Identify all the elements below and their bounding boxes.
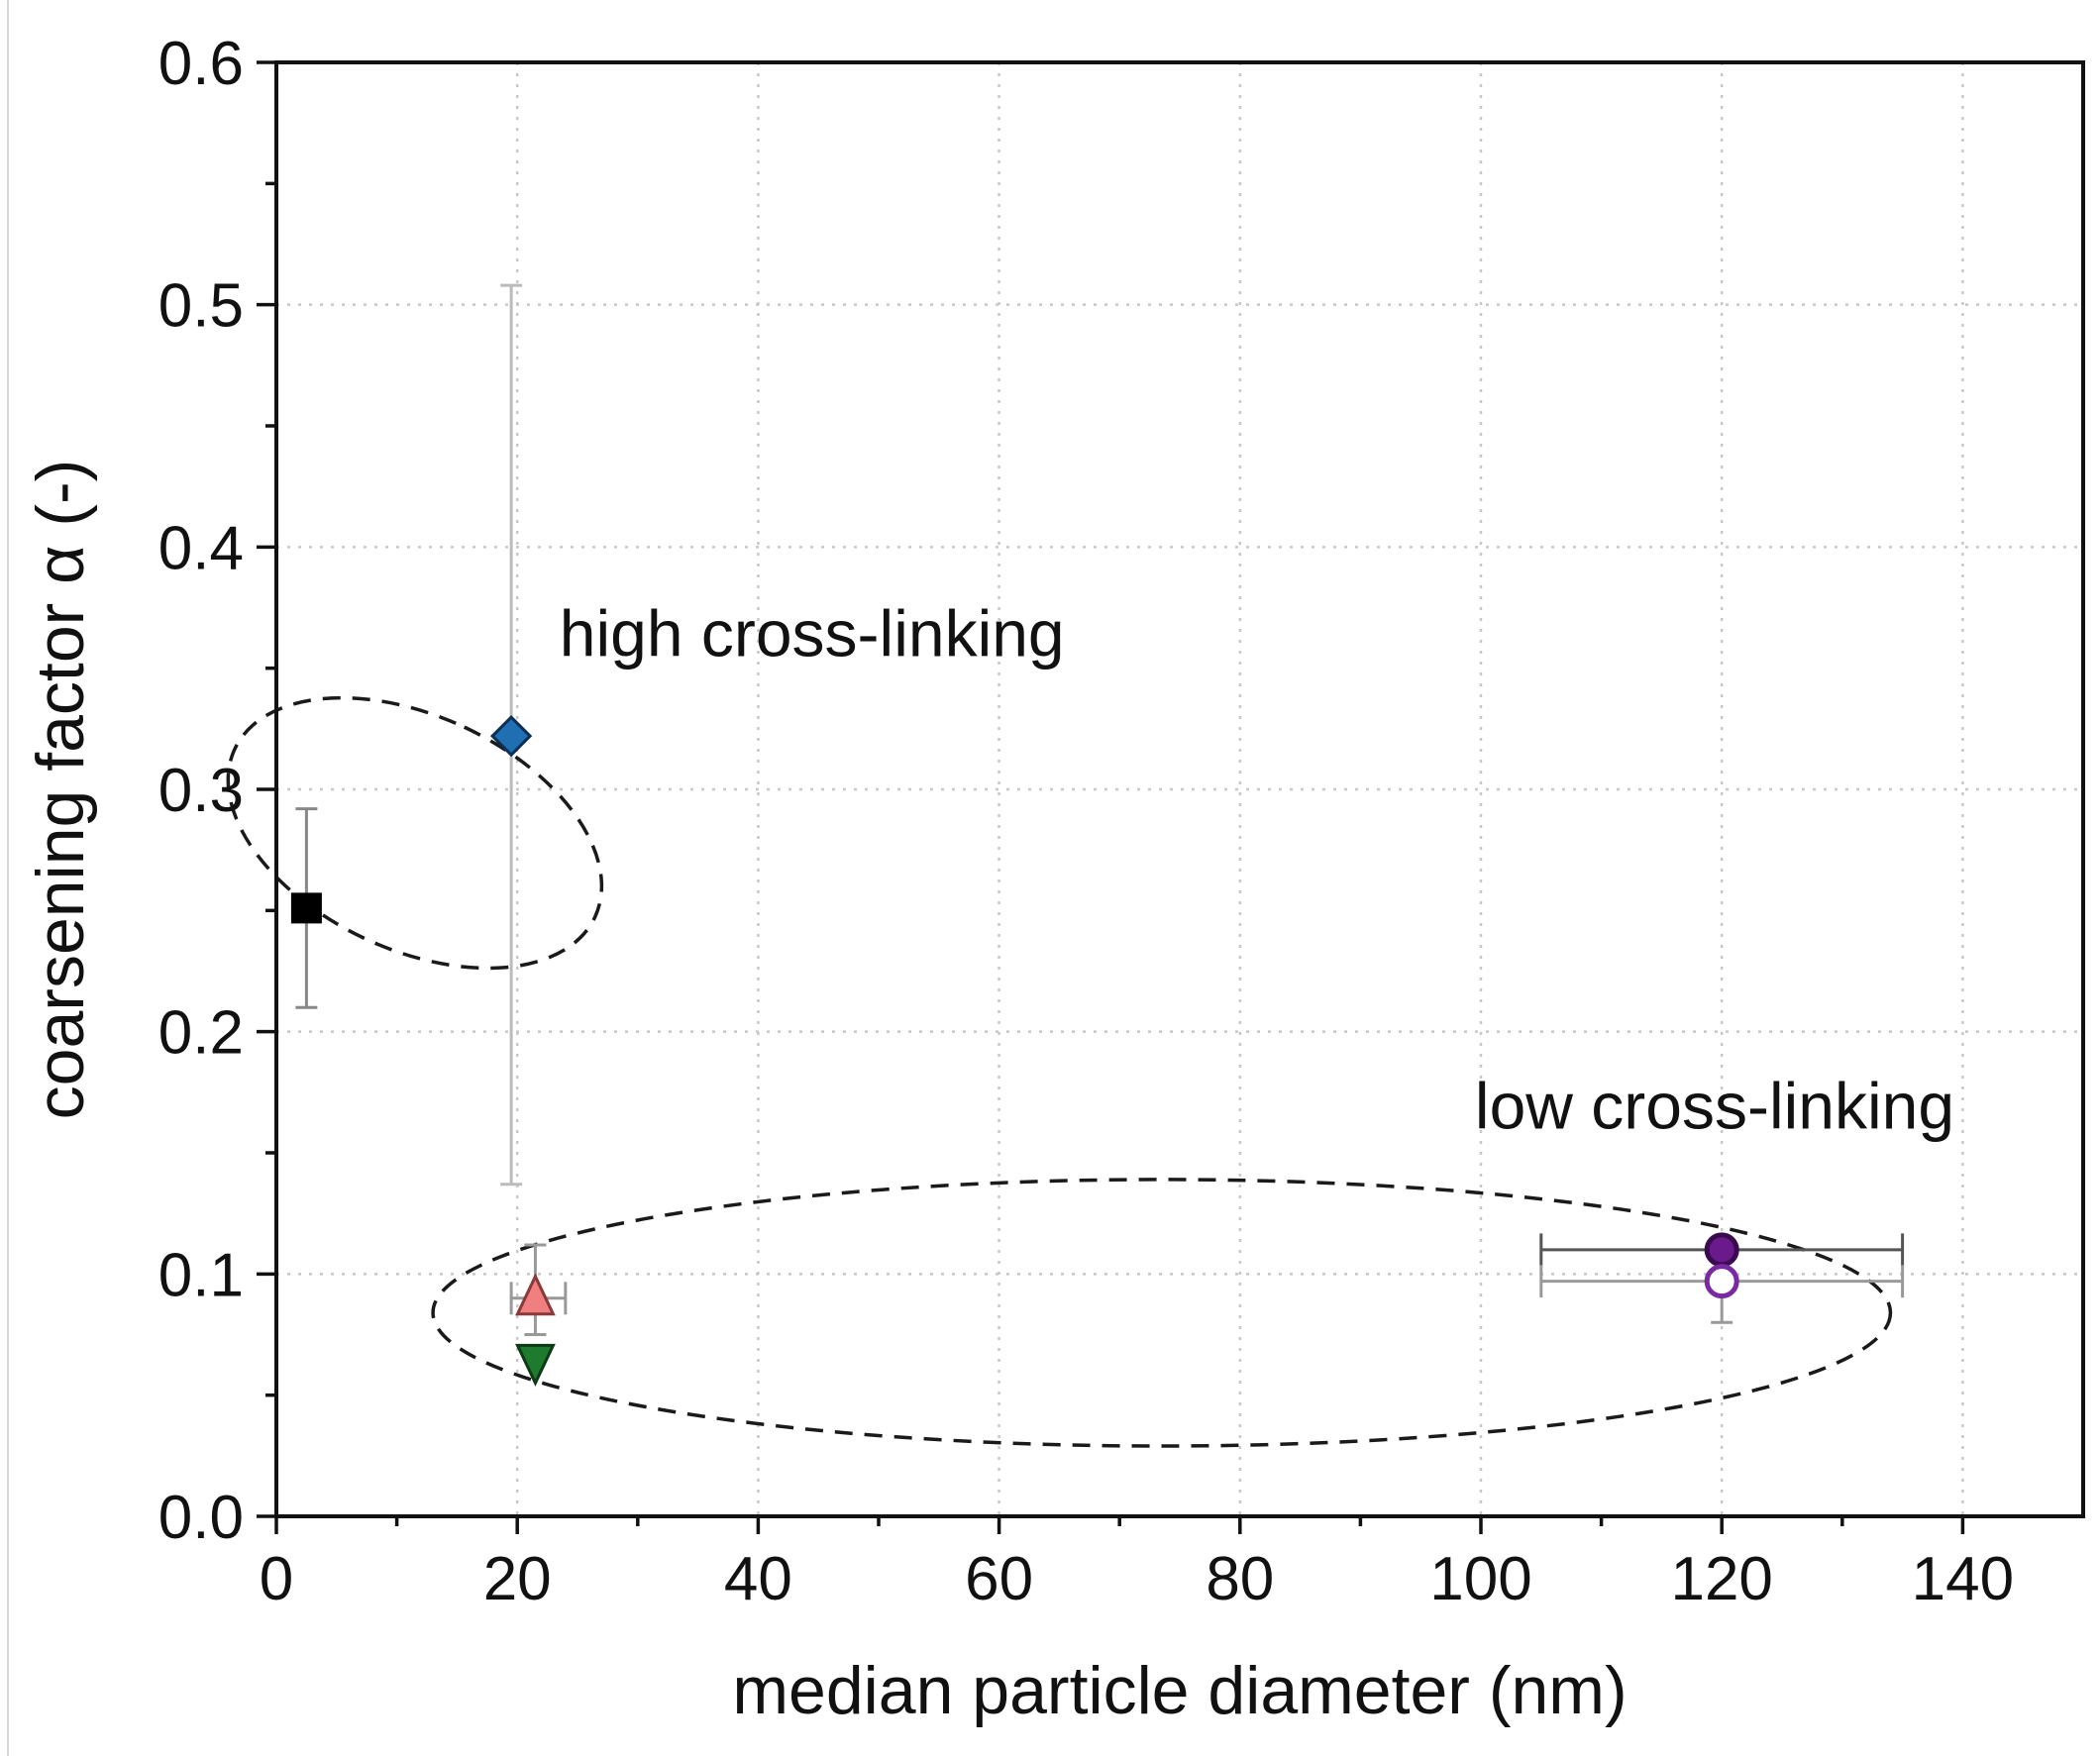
ellipse-low-cross-linking xyxy=(431,1178,1893,1448)
annotation-high-cross-linking: high cross-linking xyxy=(560,596,1065,670)
y-tick-labels: 0.0 0.1 0.2 0.3 0.4 0.5 0.6 xyxy=(158,30,244,1552)
y-tick-label: 0.1 xyxy=(158,1241,244,1309)
point-open-circle xyxy=(1704,1264,1739,1299)
annotation-low-cross-linking: low cross-linking xyxy=(1475,1070,1954,1143)
x-tick-label: 60 xyxy=(965,1545,1033,1613)
x-tick-label: 20 xyxy=(483,1545,552,1613)
point-triangle-up xyxy=(515,1273,556,1316)
x-tick-label: 140 xyxy=(1912,1545,2014,1613)
error-bars xyxy=(295,283,1905,1336)
point-square xyxy=(290,892,322,924)
x-tick-label: 100 xyxy=(1429,1545,1531,1613)
x-tick-label: 0 xyxy=(260,1545,293,1613)
ellipse-high-cross-linking xyxy=(226,695,604,971)
data-points xyxy=(290,715,1739,1387)
ticks xyxy=(257,60,1965,1534)
x-tick-labels: 0 20 40 60 80 100 120 140 xyxy=(260,1545,2014,1613)
y-tick-label: 0.3 xyxy=(158,757,244,825)
x-axis-title: median particle diameter (nm) xyxy=(732,1653,1627,1728)
x-tick-label: 120 xyxy=(1670,1545,1772,1613)
grid xyxy=(276,62,2083,1516)
y-tick-label: 0.2 xyxy=(158,999,244,1068)
x-tick-label: 40 xyxy=(724,1545,792,1613)
y-tick-label: 0.5 xyxy=(158,272,244,341)
point-triangle-down xyxy=(515,1343,556,1387)
x-tick-label: 80 xyxy=(1206,1545,1274,1613)
y-axis-title: coarsening factor α (-) xyxy=(23,460,98,1120)
y-tick-label: 0.0 xyxy=(158,1484,244,1552)
point-diamond xyxy=(489,715,533,758)
y-tick-label: 0.4 xyxy=(158,514,244,582)
group-ellipses xyxy=(226,695,1893,1448)
y-tick-label: 0.6 xyxy=(158,30,244,98)
point-filled-circle xyxy=(1704,1232,1739,1268)
